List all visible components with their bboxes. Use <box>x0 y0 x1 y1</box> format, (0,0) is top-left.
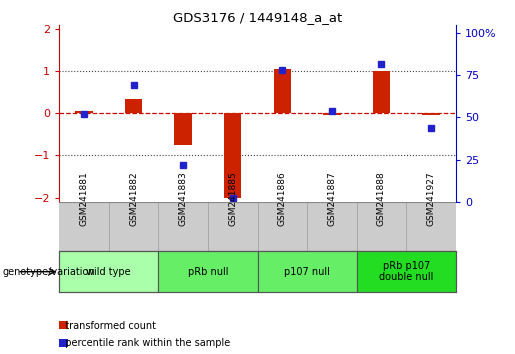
Bar <box>75 111 93 113</box>
Bar <box>224 113 242 198</box>
Text: GSM241883: GSM241883 <box>179 171 187 225</box>
Text: GSM241885: GSM241885 <box>228 171 237 225</box>
Bar <box>273 69 291 113</box>
Bar <box>258 251 356 292</box>
Title: GDS3176 / 1449148_a_at: GDS3176 / 1449148_a_at <box>173 11 342 24</box>
Bar <box>373 71 390 113</box>
Bar <box>422 113 440 115</box>
Text: GSM241887: GSM241887 <box>328 171 336 225</box>
Text: GSM241882: GSM241882 <box>129 171 138 225</box>
Bar <box>159 251 258 292</box>
Text: transformed count: transformed count <box>59 321 156 331</box>
Text: wild type: wild type <box>87 267 131 277</box>
Text: p107 null: p107 null <box>284 267 330 277</box>
Bar <box>125 98 142 113</box>
Text: percentile rank within the sample: percentile rank within the sample <box>59 338 231 348</box>
Text: GSM241927: GSM241927 <box>426 171 436 225</box>
Text: genotype/variation: genotype/variation <box>3 267 95 277</box>
Text: pRb p107
double null: pRb p107 double null <box>379 261 434 282</box>
Bar <box>356 251 456 292</box>
Bar <box>323 113 340 115</box>
Text: GSM241881: GSM241881 <box>79 171 89 225</box>
Text: GSM241886: GSM241886 <box>278 171 287 225</box>
Bar <box>175 113 192 145</box>
Bar <box>59 251 159 292</box>
Text: GSM241888: GSM241888 <box>377 171 386 225</box>
Text: pRb null: pRb null <box>187 267 228 277</box>
